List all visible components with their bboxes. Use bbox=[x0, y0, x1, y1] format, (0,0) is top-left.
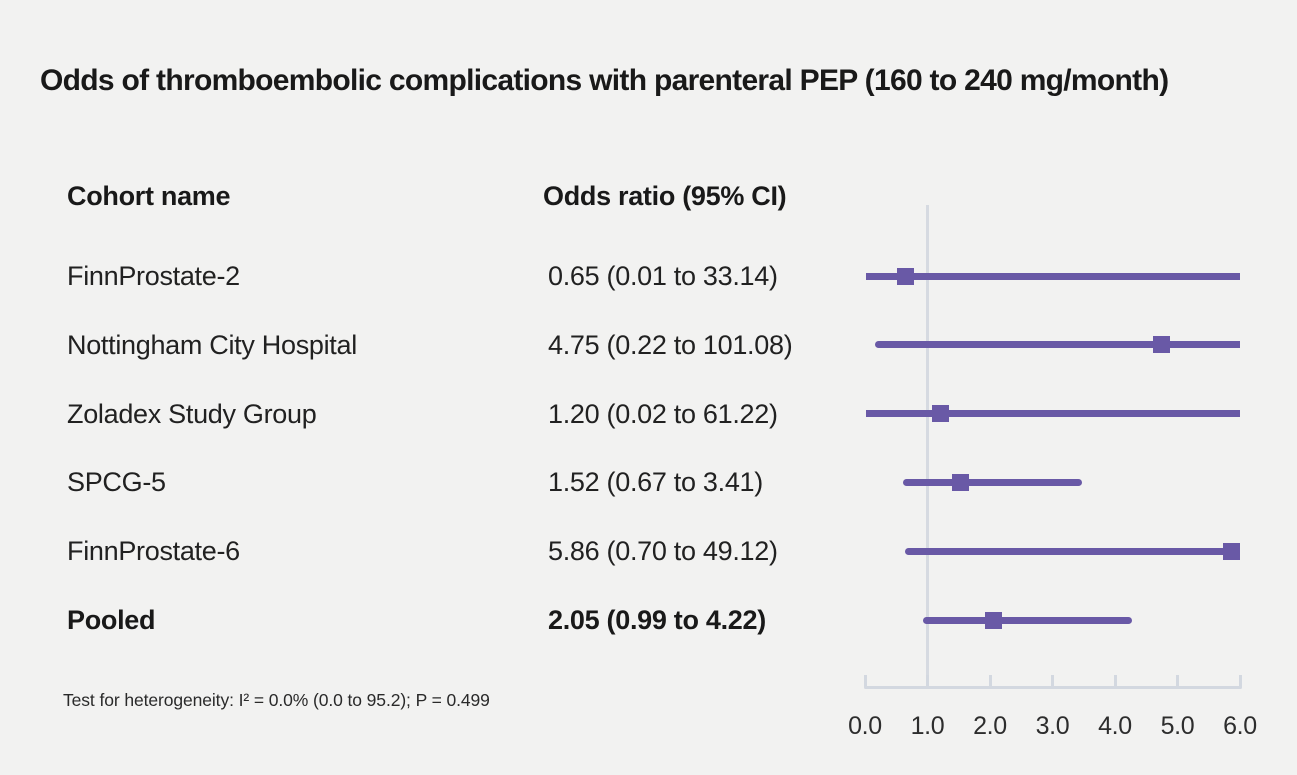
study-or-value: 5.86 (0.70 to 49.12) bbox=[548, 536, 778, 567]
study-name: Pooled bbox=[67, 605, 156, 635]
confidence-interval-line bbox=[905, 547, 1240, 555]
study-or-value: 1.20 (0.02 to 61.22) bbox=[548, 398, 778, 429]
study-name: Zoladex Study Group bbox=[67, 398, 317, 429]
x-axis-tick bbox=[1113, 674, 1117, 687]
study-or-value: 2.05 (0.99 to 4.22) bbox=[548, 605, 766, 635]
study-or-value: 1.52 (0.67 to 3.41) bbox=[548, 467, 763, 498]
heterogeneity-footnote: Test for heterogeneity: I² = 0.0% (0.0 t… bbox=[63, 690, 490, 710]
x-axis-tick bbox=[1051, 674, 1054, 687]
odds-ratio-marker bbox=[1222, 542, 1240, 560]
study-name: FinnProstate-2 bbox=[67, 261, 240, 291]
study-or-value: 0.65 (0.01 to 33.14) bbox=[548, 261, 778, 291]
x-axis-tick-label: 4.0 bbox=[1098, 712, 1132, 740]
study-name: FinnProstate-6 bbox=[67, 536, 240, 567]
confidence-interval-line bbox=[903, 478, 1082, 486]
x-axis-line bbox=[863, 685, 1242, 689]
study-or-value: 4.75 (0.22 to 101.08) bbox=[548, 329, 793, 360]
odds-ratio-header: Odds ratio (95% CI) bbox=[543, 181, 787, 211]
x-axis-tick bbox=[988, 674, 992, 687]
x-axis-tick bbox=[1238, 674, 1242, 687]
confidence-interval-line bbox=[865, 272, 1240, 280]
confidence-interval-line bbox=[875, 341, 1240, 349]
x-axis-tick bbox=[926, 674, 929, 687]
odds-ratio-marker bbox=[951, 473, 969, 491]
x-axis-tick-label: 5.0 bbox=[1160, 712, 1195, 740]
odds-ratio-marker bbox=[931, 405, 949, 423]
chart-title: Odds of thromboembolic complications wit… bbox=[40, 64, 1169, 97]
odds-ratio-marker bbox=[897, 267, 915, 285]
confidence-interval-line bbox=[923, 616, 1133, 624]
study-name: Nottingham City Hospital bbox=[67, 329, 357, 360]
x-axis-tick-label: 2.0 bbox=[973, 712, 1007, 740]
x-axis-tick bbox=[863, 674, 867, 687]
x-axis-tick-label: 1.0 bbox=[910, 712, 945, 740]
x-axis-tick bbox=[1176, 674, 1179, 687]
x-axis-tick-label: 6.0 bbox=[1223, 712, 1257, 740]
confidence-interval-line bbox=[866, 410, 1240, 418]
x-axis-tick-label: 0.0 bbox=[848, 712, 882, 740]
reference-line bbox=[926, 205, 929, 688]
odds-ratio-marker bbox=[984, 611, 1002, 629]
study-name: SPCG-5 bbox=[67, 467, 166, 498]
cohort-name-header: Cohort name bbox=[67, 181, 231, 211]
odds-ratio-marker bbox=[1153, 336, 1171, 354]
x-axis-tick-label: 3.0 bbox=[1035, 712, 1070, 740]
